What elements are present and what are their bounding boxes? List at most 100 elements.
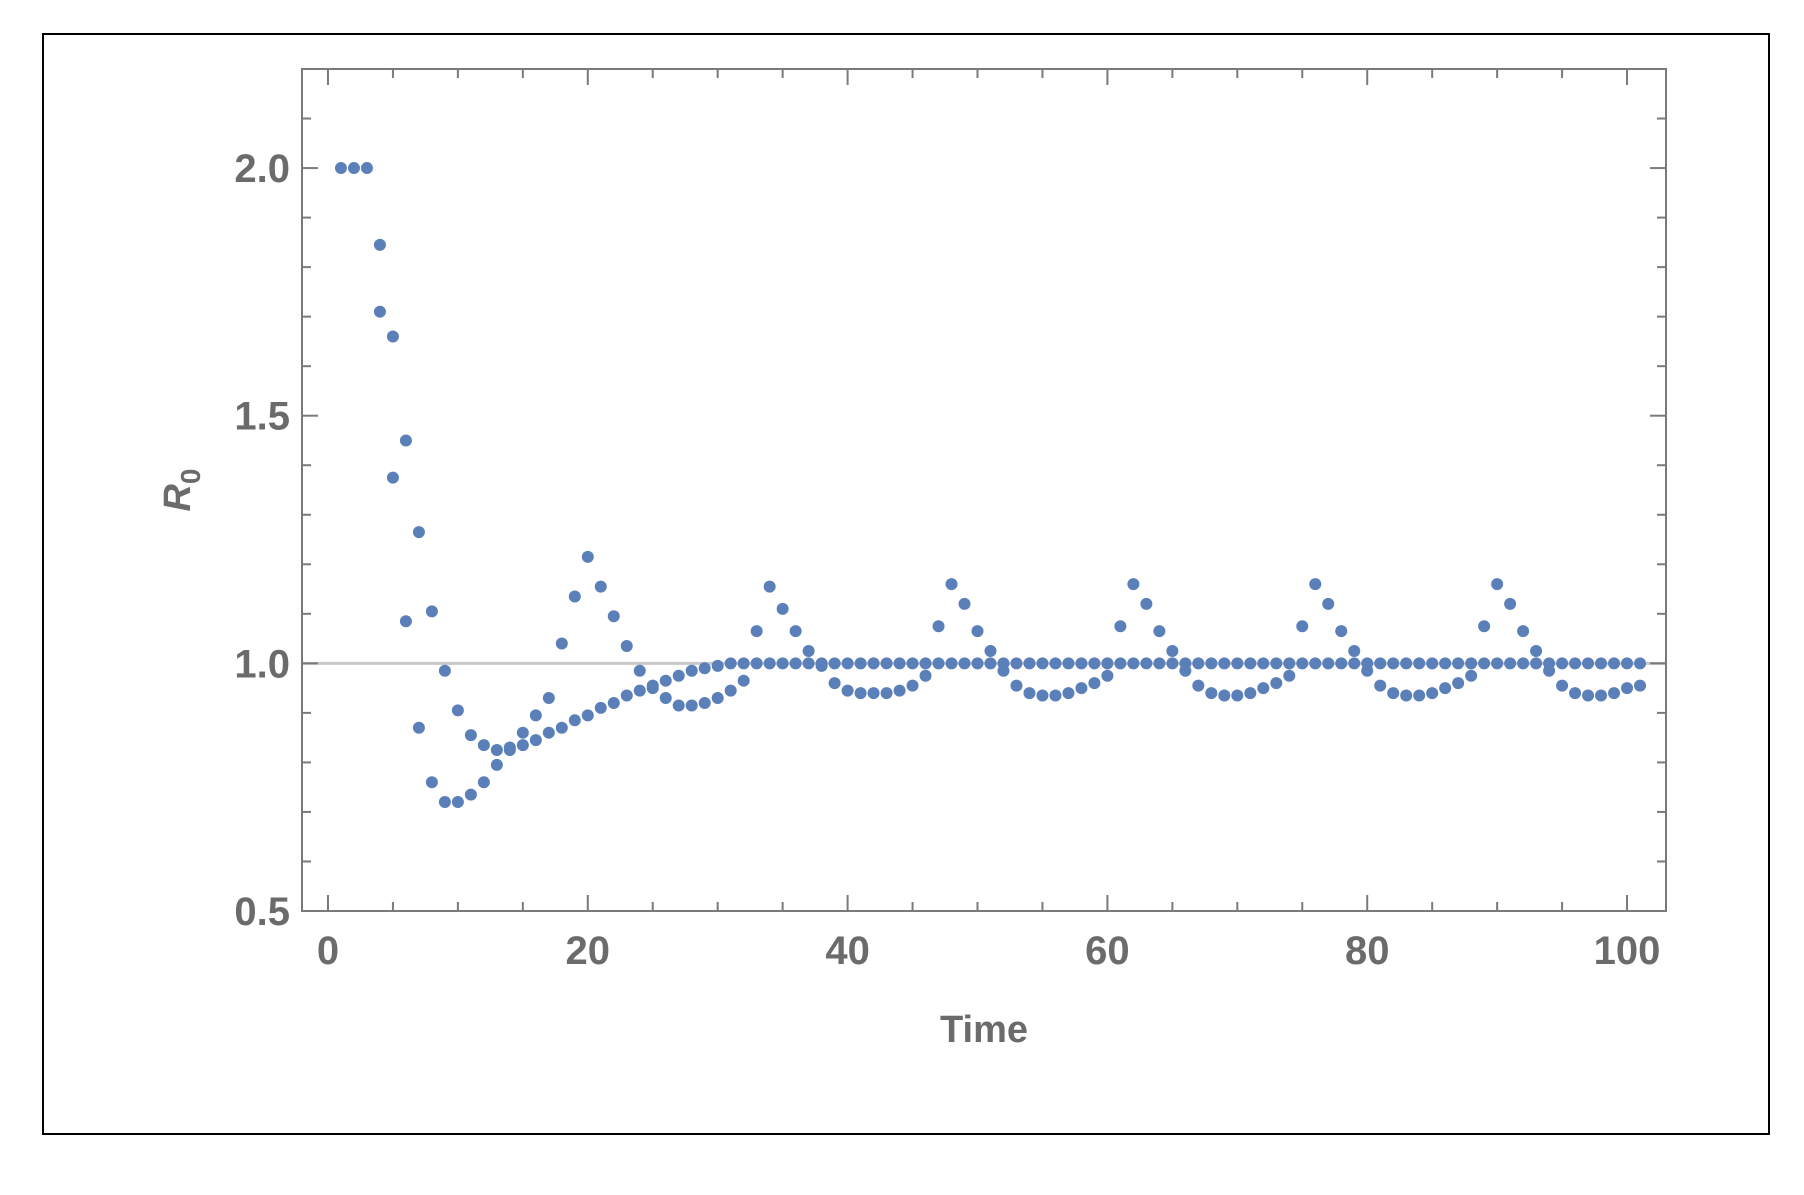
data-point-series-1	[958, 657, 971, 670]
data-point-series-2	[568, 590, 581, 603]
data-point-series-1	[1400, 657, 1413, 670]
x-tick-labels: 0 20 40 60 80 100	[317, 929, 1661, 973]
y-axis-label-main: R	[157, 484, 199, 512]
data-point-series-1	[1049, 657, 1062, 670]
data-point-series-2	[1075, 682, 1088, 695]
data-point-series-1	[1387, 657, 1400, 670]
data-point-series-1	[529, 734, 542, 747]
axis-ticks	[302, 68, 1666, 912]
data-point-series-2	[1127, 578, 1140, 591]
data-point-series-2	[698, 696, 711, 709]
data-point-series-2	[750, 625, 763, 638]
data-point-series-2	[672, 699, 685, 712]
data-point-series-2	[1335, 625, 1348, 638]
data-point-series-1	[1140, 657, 1153, 670]
data-point-series-1	[932, 657, 945, 670]
data-point-series-1	[1218, 657, 1231, 670]
data-point-series-2	[1049, 689, 1062, 702]
data-point-series-1	[438, 664, 451, 677]
data-point-series-2	[555, 637, 568, 650]
data-point-series-1	[1309, 657, 1322, 670]
data-point-series-1	[425, 605, 438, 618]
data-point-series-2	[399, 615, 412, 628]
data-point-series-1	[516, 739, 529, 752]
data-point-series-1	[1075, 657, 1088, 670]
data-point-series-2	[646, 682, 659, 695]
data-point-series-2	[412, 721, 425, 734]
data-point-series-1	[763, 657, 776, 670]
x-tick-label: 100	[1594, 929, 1661, 973]
y-axis-label: R0	[157, 468, 206, 511]
y-tick-labels: 0.5 1.0 1.5 2.0	[234, 147, 290, 934]
data-point-series-1	[373, 238, 386, 251]
data-point-series-1	[1244, 657, 1257, 670]
data-point-series-2	[1010, 679, 1023, 692]
data-point-series-1	[1478, 657, 1491, 670]
data-point-series-2	[841, 684, 854, 697]
data-point-series-2	[451, 796, 464, 809]
data-point-series-2	[711, 692, 724, 705]
data-point-series-1	[919, 657, 932, 670]
data-point-series-1	[347, 162, 360, 175]
data-point-series-1	[841, 657, 854, 670]
data-point-series-2	[529, 709, 542, 722]
data-point-series-2	[1088, 677, 1101, 690]
data-point-series-1	[477, 739, 490, 752]
data-point-series-1	[1192, 657, 1205, 670]
data-point-series-2	[1582, 689, 1595, 702]
data-point-series-1	[1322, 657, 1335, 670]
data-point-series-2	[1036, 689, 1049, 702]
y-tick-label: 1.5	[234, 395, 290, 439]
data-point-series-2	[776, 602, 789, 615]
data-point-series-2	[1608, 687, 1621, 700]
data-point-series-2	[1296, 620, 1309, 633]
data-point-series-1	[1556, 657, 1569, 670]
data-point-series-2	[1569, 687, 1582, 700]
x-tick-label: 80	[1345, 929, 1390, 973]
data-point-series-1	[542, 726, 555, 739]
data-point-series-2	[659, 692, 672, 705]
data-point-series-2	[1218, 689, 1231, 702]
data-point-series-2	[1322, 597, 1335, 610]
data-point-series-2	[438, 796, 451, 809]
data-point-series-1	[1101, 657, 1114, 670]
data-point-series-1	[1270, 657, 1283, 670]
data-point-series-1	[1582, 657, 1595, 670]
data-point-series-2	[1244, 687, 1257, 700]
data-point-series-1	[568, 714, 581, 727]
data-point-series-2	[1179, 664, 1192, 677]
data-point-series-2	[581, 550, 594, 563]
data-point-series-1	[724, 657, 737, 670]
data-point-series-2	[1361, 664, 1374, 677]
data-point-series-1	[633, 684, 646, 697]
data-point-series-2	[724, 684, 737, 697]
data-point-series-1	[1621, 657, 1634, 670]
data-point-series-2	[1426, 687, 1439, 700]
data-point-series-2	[1062, 687, 1075, 700]
data-point-series-2	[1452, 677, 1465, 690]
data-point-series-1	[490, 744, 503, 757]
data-point-series-2	[1283, 669, 1296, 682]
data-point-series-2	[1517, 625, 1530, 638]
data-point-series-2	[919, 669, 932, 682]
data-point-series-1	[1036, 657, 1049, 670]
data-point-series-2	[620, 640, 633, 653]
data-point-series-1	[750, 657, 763, 670]
y-tick-label: 1.0	[234, 642, 290, 686]
data-point-series-2	[1348, 644, 1361, 657]
data-point-series-1	[984, 657, 997, 670]
data-point-series-2	[802, 644, 815, 657]
data-point-series-2	[828, 677, 841, 690]
data-point-series-1	[906, 657, 919, 670]
data-point-series-1	[971, 657, 984, 670]
data-point-series-1	[776, 657, 789, 670]
data-point-series-2	[932, 620, 945, 633]
data-point-series-2	[1478, 620, 1491, 633]
data-point-series-2	[425, 776, 438, 789]
data-point-series-1	[1231, 657, 1244, 670]
data-point-series-2	[1621, 682, 1634, 695]
data-point-series-1	[828, 657, 841, 670]
data-point-series-2	[997, 664, 1010, 677]
data-point-series-2	[386, 471, 399, 484]
data-point-series-2	[607, 610, 620, 623]
